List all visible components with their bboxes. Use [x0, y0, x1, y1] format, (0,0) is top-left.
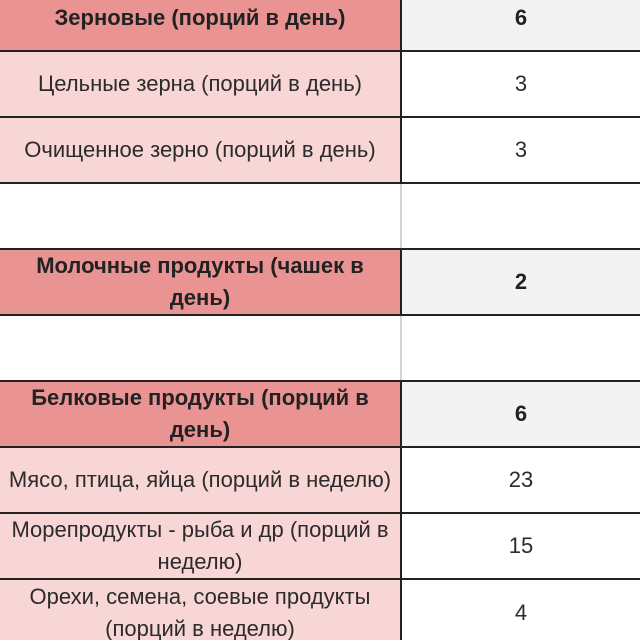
row-value: 6 — [402, 0, 640, 50]
row-value: 6 — [402, 382, 640, 446]
table-row-protein: Белковые продукты (порций в день) 6 — [0, 382, 640, 448]
row-label: Молочные продукты (чашек в день) — [0, 250, 402, 314]
row-value: 15 — [402, 514, 640, 578]
table-row-seafood: Морепродукты - рыба и др (порций в недел… — [0, 514, 640, 580]
row-label: Морепродукты - рыба и др (порций в недел… — [0, 514, 402, 578]
table-row-whole-grains: Цельные зерна (порций в день) 3 — [0, 52, 640, 118]
row-value — [402, 184, 640, 248]
table-row-grains: Зерновые (порций в день) 6 — [0, 0, 640, 52]
table-row-spacer — [0, 316, 640, 382]
table-row-dairy: Молочные продукты (чашек в день) 2 — [0, 250, 640, 316]
row-value: 3 — [402, 52, 640, 116]
row-label — [0, 184, 402, 248]
row-value — [402, 316, 640, 380]
row-label: Зерновые (порций в день) — [0, 0, 402, 50]
row-value: 2 — [402, 250, 640, 314]
row-label: Белковые продукты (порций в день) — [0, 382, 402, 446]
row-value: 3 — [402, 118, 640, 182]
row-label: Очищенное зерно (порций в день) — [0, 118, 402, 182]
row-label: Мясо, птица, яйца (порций в неделю) — [0, 448, 402, 512]
row-label: Цельные зерна (порций в день) — [0, 52, 402, 116]
row-value: 4 — [402, 580, 640, 640]
row-label — [0, 316, 402, 380]
table-row-nuts: Орехи, семена, соевые продукты (порций в… — [0, 580, 640, 640]
table-row-spacer — [0, 184, 640, 250]
table-row-refined-grains: Очищенное зерно (порций в день) 3 — [0, 118, 640, 184]
row-label: Орехи, семена, соевые продукты (порций в… — [0, 580, 402, 640]
table-row-meat: Мясо, птица, яйца (порций в неделю) 23 — [0, 448, 640, 514]
row-value: 23 — [402, 448, 640, 512]
